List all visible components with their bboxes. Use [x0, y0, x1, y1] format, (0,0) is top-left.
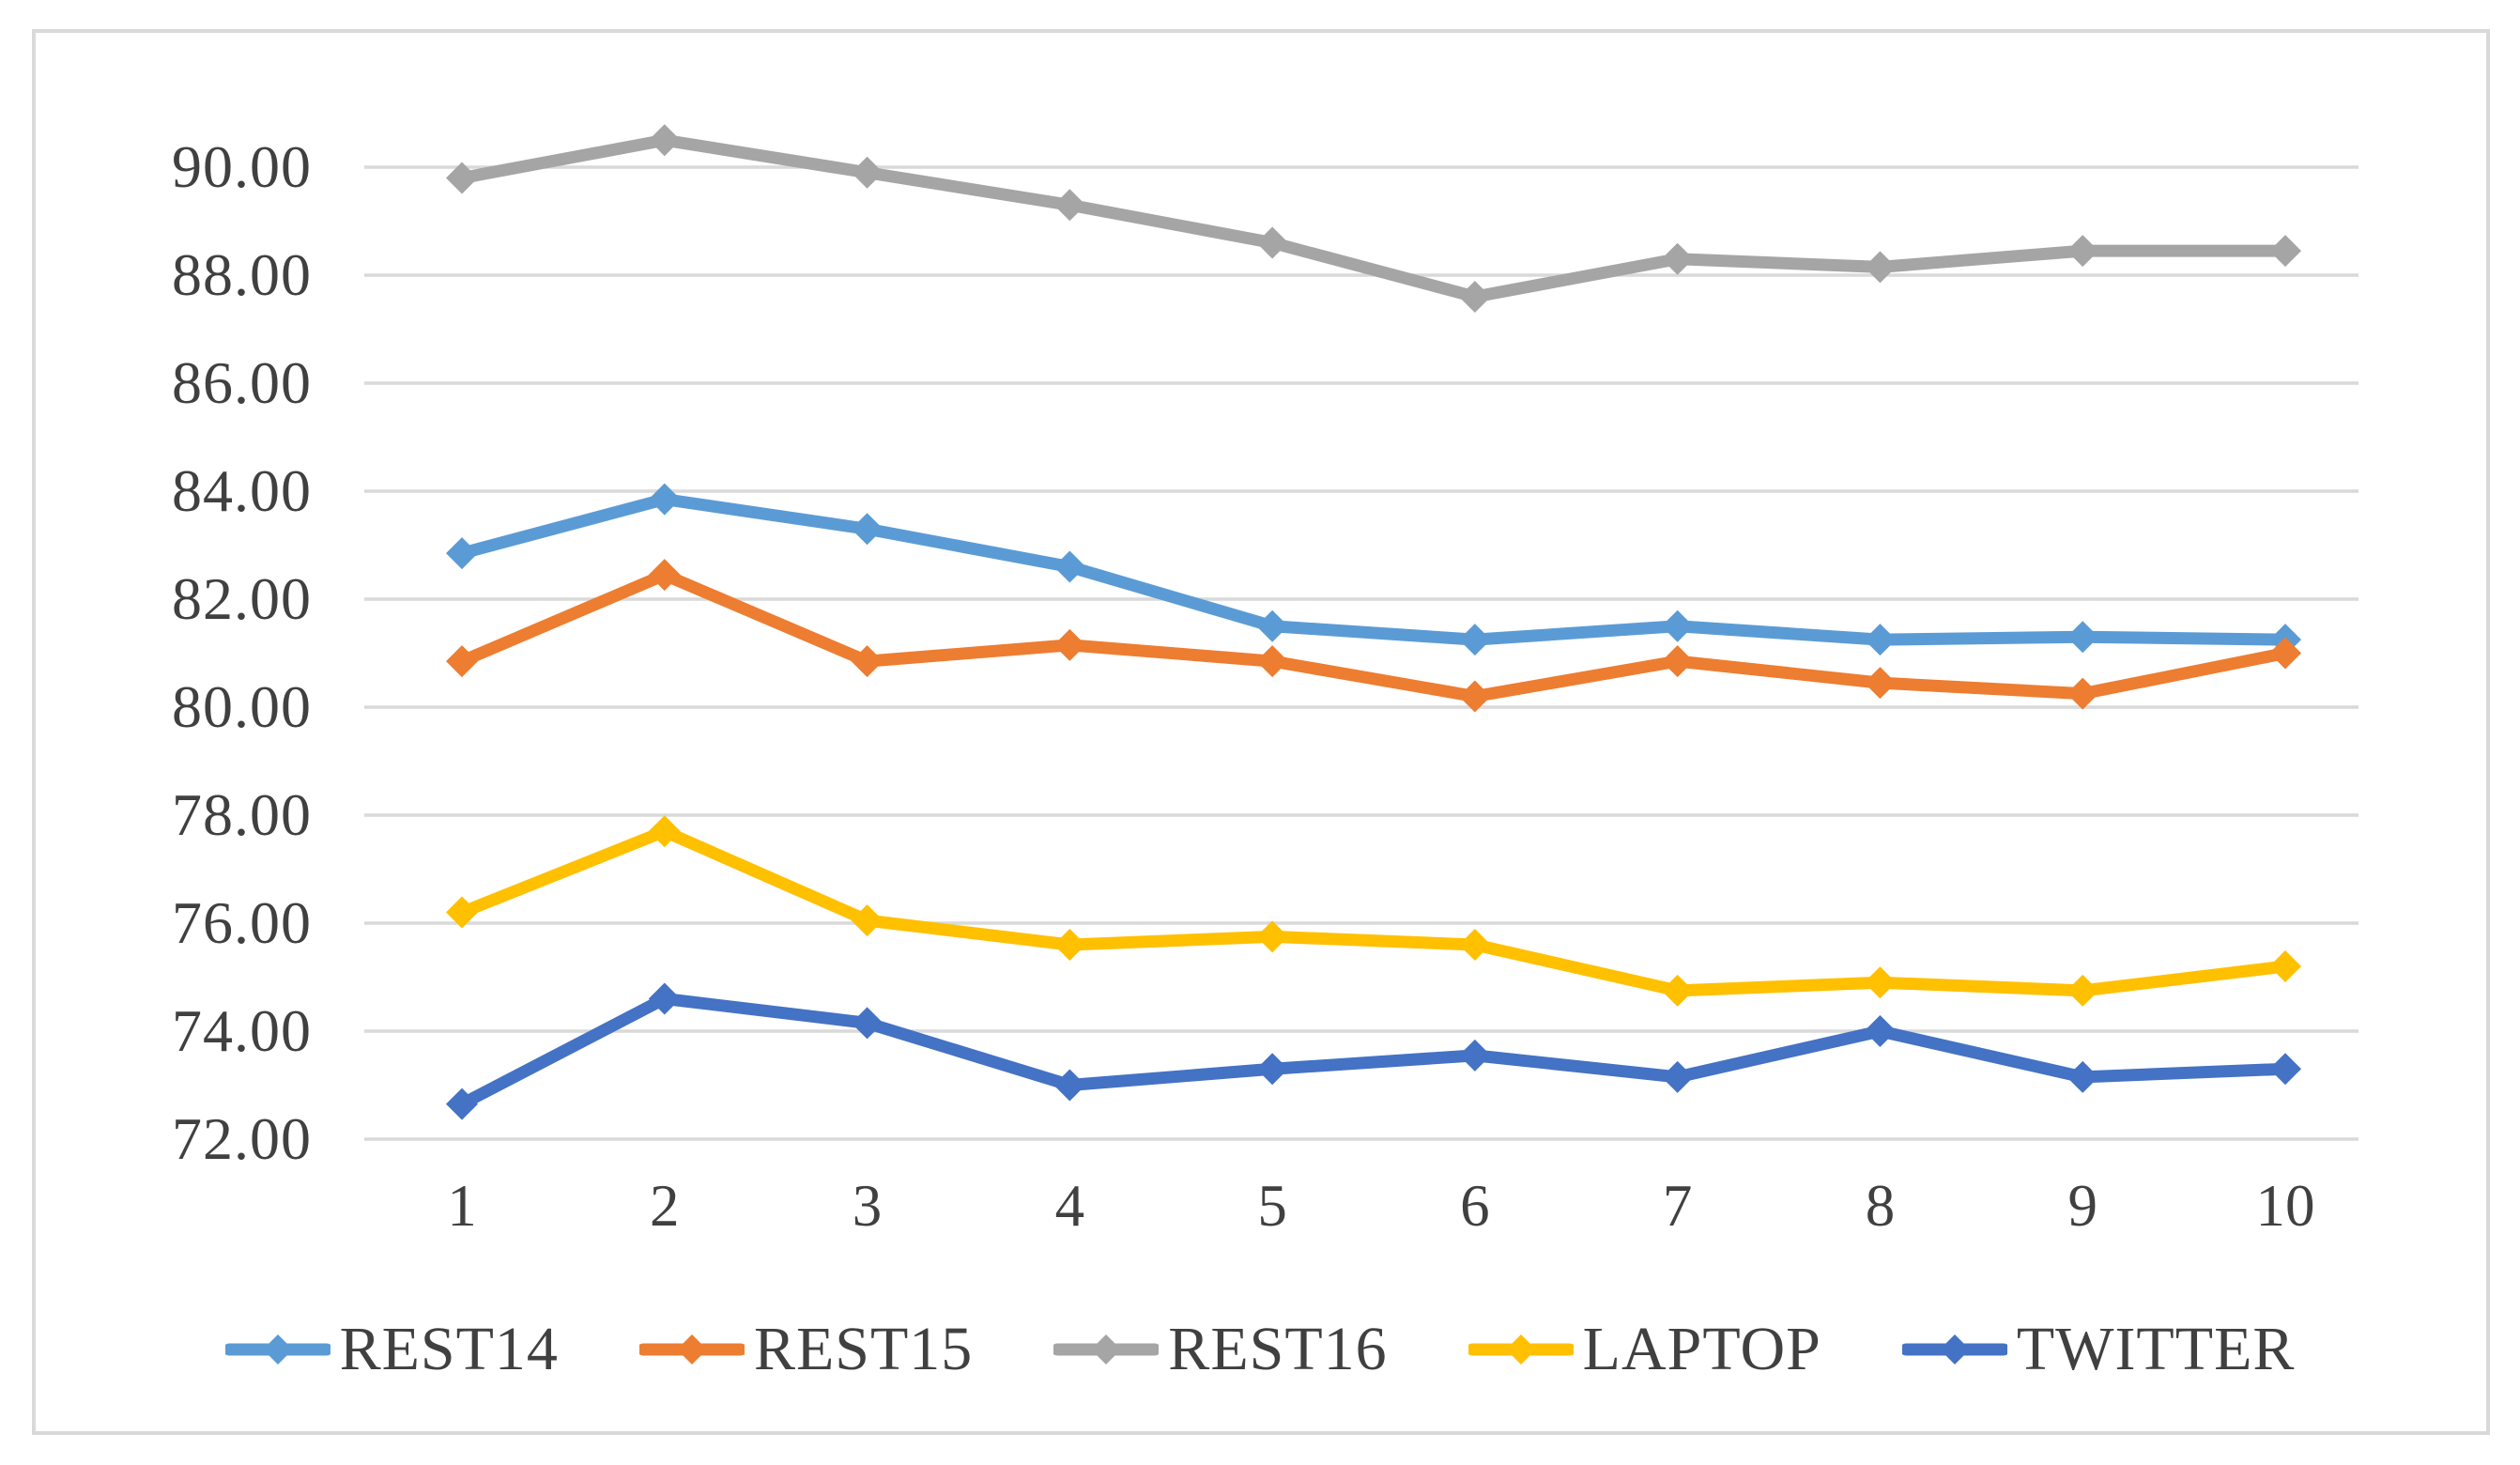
data-point-rest16-1: [446, 162, 478, 194]
legend-marker-rest14-icon: [224, 1334, 330, 1365]
legend-marker-rest16-icon: [1053, 1334, 1160, 1365]
data-point-twitter-5: [1256, 1053, 1289, 1086]
x-tick-label-9: 9: [2067, 1173, 2097, 1239]
y-tick-label-80.00: 80.00: [172, 673, 312, 740]
legend: REST14 REST15 REST16 LAPTOP TWITTER: [0, 1307, 2520, 1392]
legend-label-rest15: REST15: [753, 1315, 974, 1383]
data-point-laptop-8: [1864, 966, 1897, 999]
data-point-laptop-2: [648, 815, 681, 848]
data-point-rest14-5: [1256, 609, 1289, 642]
data-point-twitter-2: [648, 982, 681, 1015]
legend-label-twitter: TWITTER: [2016, 1315, 2296, 1383]
x-tick-label-8: 8: [1865, 1173, 1896, 1239]
data-point-rest16-9: [2067, 235, 2099, 268]
data-point-twitter-3: [851, 1007, 884, 1040]
x-tick-label-3: 3: [852, 1173, 883, 1239]
legend-item-rest16: REST16: [1053, 1307, 1387, 1392]
x-tick-label-5: 5: [1257, 1173, 1287, 1239]
y-tick-label-72.00: 72.00: [172, 1105, 312, 1172]
y-tick-label-74.00: 74.00: [172, 997, 312, 1064]
data-point-rest15-7: [1661, 645, 1694, 678]
y-tick-label-88.00: 88.00: [172, 241, 312, 308]
data-point-rest16-10: [2269, 235, 2301, 268]
legend-marker-twitter-icon: [1901, 1334, 2007, 1365]
data-point-laptop-10: [2269, 950, 2301, 982]
data-point-rest14-7: [1661, 609, 1694, 642]
data-point-twitter-4: [1053, 1069, 1086, 1102]
legend-marker-rest15-icon: [638, 1334, 745, 1365]
x-tick-label-7: 7: [1662, 1173, 1693, 1239]
data-point-rest14-8: [1864, 624, 1897, 656]
data-point-rest14-9: [2067, 621, 2099, 654]
data-point-rest16-7: [1661, 242, 1694, 275]
data-point-laptop-1: [446, 896, 478, 929]
x-tick-label-2: 2: [650, 1173, 680, 1239]
legend-item-rest15: REST15: [638, 1307, 974, 1392]
legend-label-rest14: REST14: [339, 1315, 559, 1383]
data-point-rest16-5: [1256, 226, 1289, 259]
y-tick-label-86.00: 86.00: [172, 349, 312, 416]
y-tick-label-84.00: 84.00: [172, 457, 312, 524]
data-point-rest16-8: [1864, 251, 1897, 284]
data-point-rest15-3: [851, 645, 884, 678]
data-point-rest14-1: [446, 537, 478, 570]
y-tick-label-90.00: 90.00: [172, 133, 312, 200]
data-point-rest15-10: [2269, 637, 2301, 670]
x-tick-label-1: 1: [447, 1173, 477, 1239]
data-point-rest15-9: [2067, 677, 2099, 710]
legend-label-laptop: LAPTOP: [1582, 1315, 1821, 1383]
series-line-rest15: [455, 568, 2292, 702]
y-tick-label-78.00: 78.00: [172, 781, 312, 848]
data-point-laptop-4: [1053, 929, 1086, 961]
data-point-rest14-3: [851, 513, 884, 546]
legend-item-rest14: REST14: [224, 1307, 559, 1392]
data-point-rest16-3: [851, 156, 884, 189]
data-point-rest15-2: [648, 559, 681, 592]
legend-marker-laptop-icon: [1467, 1334, 1574, 1365]
legend-item-laptop: LAPTOP: [1467, 1307, 1821, 1392]
data-point-rest16-2: [648, 124, 681, 157]
data-point-laptop-3: [851, 904, 884, 937]
series-line-rest14: [455, 493, 2292, 646]
series-line-rest16: [455, 133, 2292, 303]
data-point-twitter-9: [2067, 1060, 2099, 1093]
data-point-laptop-6: [1458, 929, 1491, 961]
data-point-laptop-5: [1256, 920, 1289, 953]
data-point-rest14-6: [1458, 624, 1491, 656]
data-point-rest15-4: [1053, 628, 1086, 661]
legend-label-rest16: REST16: [1168, 1315, 1388, 1383]
data-point-rest14-4: [1053, 550, 1086, 583]
data-point-rest15-5: [1256, 645, 1289, 678]
data-point-laptop-9: [2067, 974, 2099, 1007]
data-point-rest14-2: [648, 483, 681, 516]
data-point-twitter-1: [446, 1087, 478, 1120]
y-tick-label-76.00: 76.00: [172, 889, 312, 956]
data-point-twitter-7: [1661, 1060, 1694, 1093]
legend-item-twitter: TWITTER: [1901, 1307, 2296, 1392]
data-point-laptop-7: [1661, 974, 1694, 1007]
series-line-laptop: [455, 825, 2292, 997]
series-line-twitter: [455, 993, 2292, 1111]
data-point-rest15-8: [1864, 667, 1897, 700]
data-point-twitter-8: [1864, 1015, 1897, 1047]
data-point-twitter-10: [2269, 1053, 2301, 1086]
x-tick-label-6: 6: [1460, 1173, 1490, 1239]
data-point-rest16-6: [1458, 281, 1491, 313]
data-point-rest16-4: [1053, 189, 1086, 222]
x-tick-label-10: 10: [2255, 1173, 2315, 1239]
y-tick-label-82.00: 82.00: [172, 565, 312, 632]
data-point-rest15-6: [1458, 680, 1491, 713]
data-point-twitter-6: [1458, 1039, 1491, 1072]
data-point-rest15-1: [446, 645, 478, 678]
x-tick-label-4: 4: [1054, 1173, 1085, 1239]
